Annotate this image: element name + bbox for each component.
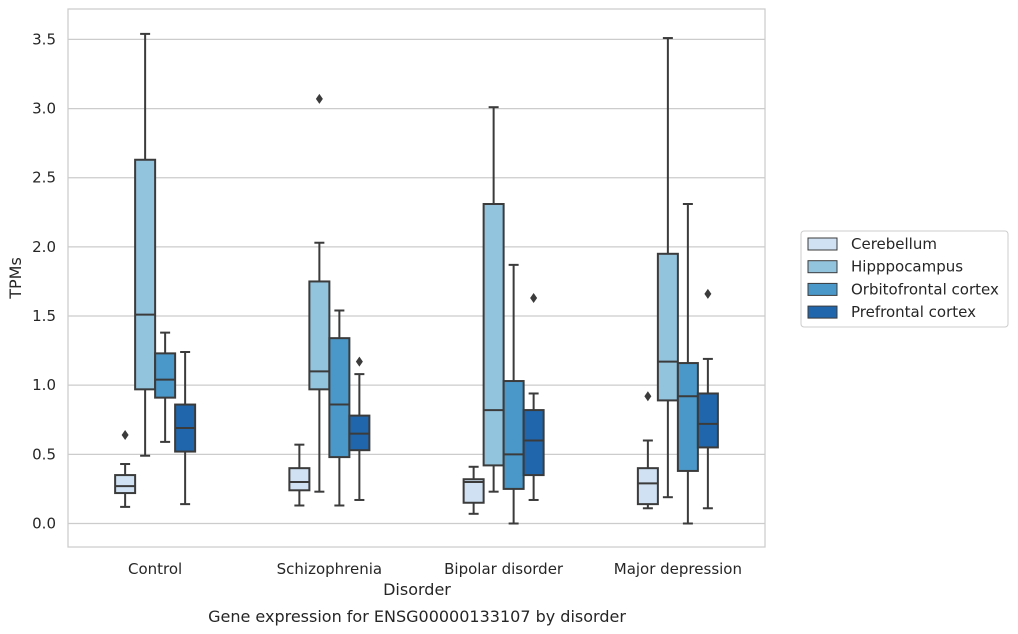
legend-swatch bbox=[807, 237, 838, 251]
chart-caption: Gene expression for ENSG00000133107 by d… bbox=[208, 607, 626, 626]
box-group bbox=[502, 263, 525, 525]
outlier-point bbox=[530, 293, 538, 304]
legend-swatch bbox=[807, 305, 838, 319]
legend: Cerebellum Hipppocampus Orbitofrontal cort… bbox=[800, 230, 1009, 328]
box bbox=[656, 252, 679, 402]
legend-swatch bbox=[807, 260, 838, 274]
box bbox=[154, 352, 177, 399]
legend-frame bbox=[800, 230, 1009, 328]
y-tick-label: 3.5 bbox=[32, 30, 56, 48]
x-axis-label: Disorder bbox=[383, 580, 451, 599]
legend-swatch bbox=[807, 282, 838, 296]
box bbox=[676, 362, 699, 472]
legend-label: Cerebellum bbox=[851, 235, 937, 253]
box bbox=[328, 337, 351, 459]
box-group bbox=[328, 309, 351, 507]
box-group bbox=[288, 443, 311, 507]
box-group bbox=[676, 203, 699, 525]
x-tick-label: Control bbox=[128, 560, 182, 578]
box-plots bbox=[114, 32, 719, 525]
box-group bbox=[134, 32, 157, 457]
box bbox=[462, 478, 485, 504]
box bbox=[308, 280, 331, 391]
legend-label: Hipppocampus bbox=[851, 258, 963, 276]
box-group bbox=[656, 37, 679, 499]
box-group bbox=[636, 391, 659, 510]
x-axis-ticks: Control Schizophrenia Bipolar disorder Majo… bbox=[128, 560, 742, 578]
y-tick-label: 0.0 bbox=[32, 514, 56, 532]
x-tick-label: Bipolar disorder bbox=[444, 560, 564, 578]
legend-label: Orbitofrontal cortex bbox=[851, 280, 999, 298]
box-group bbox=[308, 93, 331, 493]
outlier-point bbox=[355, 356, 363, 367]
outlier-point bbox=[644, 391, 652, 402]
y-tick-label: 1.0 bbox=[32, 376, 56, 394]
box-group bbox=[462, 465, 485, 515]
legend-label: Prefrontal cortex bbox=[851, 303, 976, 321]
box bbox=[636, 467, 659, 506]
x-tick-label: Major depression bbox=[614, 560, 742, 578]
box bbox=[696, 392, 719, 449]
plot-area-frame bbox=[67, 8, 766, 548]
box-group bbox=[696, 288, 719, 510]
box-group bbox=[154, 331, 177, 443]
y-tick-label: 2.5 bbox=[32, 169, 56, 187]
box bbox=[134, 158, 157, 391]
box-group bbox=[174, 350, 197, 506]
y-tick-label: 3.0 bbox=[32, 100, 56, 118]
y-tick-label: 2.0 bbox=[32, 238, 56, 256]
box-group bbox=[482, 106, 505, 493]
box-group bbox=[114, 429, 137, 508]
outlier-point bbox=[704, 288, 712, 299]
x-tick-label: Schizophrenia bbox=[277, 560, 382, 578]
box bbox=[114, 474, 137, 495]
box bbox=[522, 409, 545, 477]
y-axis-label: TPMs bbox=[6, 257, 25, 300]
box-group bbox=[522, 293, 545, 501]
outlier-point bbox=[121, 429, 129, 440]
y-tick-label: 1.5 bbox=[32, 307, 56, 325]
y-axis-ticks: 0.0 0.5 1.0 1.5 2.0 2.5 3.0 3.5 bbox=[32, 30, 56, 532]
box bbox=[482, 203, 505, 467]
box-group bbox=[348, 356, 371, 501]
box bbox=[288, 467, 311, 492]
box bbox=[502, 380, 525, 490]
y-tick-label: 0.5 bbox=[32, 445, 56, 463]
outlier-point bbox=[315, 93, 323, 104]
